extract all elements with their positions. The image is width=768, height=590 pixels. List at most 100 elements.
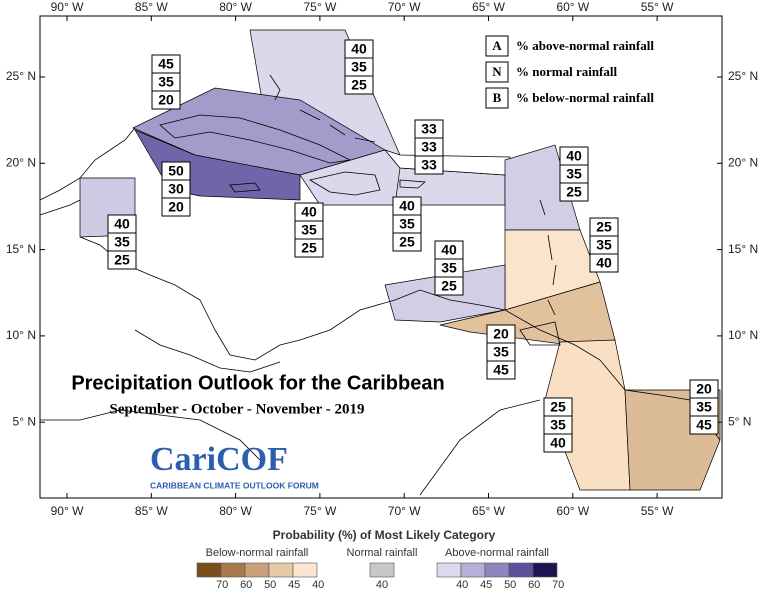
probability-label: 40 [399, 198, 415, 214]
label-box [414, 155, 444, 175]
colorbar-swatch [484, 562, 510, 578]
colorbar-swatch [244, 562, 270, 578]
label-box [486, 360, 516, 380]
probability-label: 35 [566, 166, 582, 182]
probability-label: 25 [114, 252, 130, 268]
probability-label: 35 [596, 237, 612, 253]
coastline [39, 127, 721, 441]
probability-label: 35 [493, 344, 509, 360]
probability-label: 25 [399, 234, 415, 250]
lon-label-bottom: 65° W [472, 504, 505, 518]
probability-label: 33 [421, 157, 437, 173]
probability-label: 45 [696, 417, 712, 433]
probability-label: 20 [168, 199, 184, 215]
colorbar-label: 60 [240, 579, 252, 590]
colorbar-group-name: Below-normal rainfall [206, 547, 309, 559]
key-letter-box [485, 35, 509, 57]
probability-label: 20 [493, 326, 509, 342]
probability-label: 40 [596, 255, 612, 271]
colorbar-label: 50 [504, 579, 516, 590]
key-box: A % above-normal rainfall N % normal rainfa… [478, 30, 700, 112]
probability-label: 45 [158, 56, 174, 72]
lat-label-right: 15° N [728, 242, 758, 256]
colorbar-label: 45 [288, 579, 300, 590]
coastlines [39, 74, 721, 496]
lat-label-left: 15° N [6, 242, 36, 256]
key-text: % normal rainfall [516, 64, 617, 79]
probability-label: 35 [441, 260, 457, 276]
lon-label-top: 80° W [219, 0, 252, 14]
lon-label-bottom: 60° W [556, 504, 589, 518]
key-background [478, 30, 700, 112]
lat-label-left: 25° N [6, 69, 36, 83]
lat-label-right: 5° N [728, 414, 751, 428]
colorbar-swatch [220, 562, 246, 578]
probability-label: 35 [351, 59, 367, 75]
lat-label-left: 10° N [6, 328, 36, 342]
probability-label: 25 [596, 219, 612, 235]
colorbar-title: Probability (%) of Most Likely Category [273, 528, 496, 542]
colorbar-label: 45 [480, 579, 492, 590]
south-america-inland [40, 399, 541, 496]
islands [229, 171, 426, 196]
label-box [161, 197, 191, 217]
lon-label-top: 60° W [556, 0, 589, 14]
key-text: % below-normal rainfall [516, 90, 654, 105]
label-box [344, 75, 374, 95]
colorbar-swatch [268, 562, 294, 578]
lon-label-top: 90° W [51, 0, 84, 14]
colorbar-swatch [460, 562, 486, 578]
lon-label-top: 75° W [303, 0, 336, 14]
colorbar-label: 40 [312, 579, 324, 590]
colorbar: Below-normal rainfall 70 60 50 45 40 Normal ra… [196, 547, 564, 590]
probability-label: 40 [441, 242, 457, 258]
key-letter-box [485, 87, 509, 109]
probability-label: 20 [158, 92, 174, 108]
lon-label-bottom: 70° W [388, 504, 421, 518]
colorbar-swatch [369, 562, 395, 578]
probability-label: 40 [301, 204, 317, 220]
colorbar-swatch [196, 562, 222, 578]
probability-label: 35 [301, 222, 317, 238]
label-box [434, 276, 464, 296]
probability-label: 35 [696, 399, 712, 415]
label-box [689, 415, 719, 435]
lon-label-bottom: 55° W [641, 504, 674, 518]
colorbar-swatch [436, 562, 462, 578]
label-box [589, 253, 619, 273]
lat-label-right: 20° N [728, 155, 758, 169]
lat-label-right: 10° N [728, 328, 758, 342]
lon-label-top: 65° W [472, 0, 505, 14]
lon-label-top: 55° W [641, 0, 674, 14]
label-box [559, 182, 589, 202]
probability-label: 40 [566, 148, 582, 164]
probability-label: 30 [168, 181, 184, 197]
lat-label-left: 5° N [13, 414, 36, 428]
key-letter: N [492, 64, 502, 79]
label-box [294, 238, 324, 258]
probability-label: 35 [158, 74, 174, 90]
lon-label-top: 70° W [388, 0, 421, 14]
colorbar-swatch [532, 562, 558, 578]
lon-label-top: 85° W [135, 0, 168, 14]
label-box [107, 250, 137, 270]
probability-label: 33 [421, 139, 437, 155]
probability-label: 25 [441, 278, 457, 294]
key-letter-box [485, 61, 509, 83]
logo-tagline: CARIBBEAN CLIMATE OUTLOOK FORUM [150, 480, 319, 490]
bahamas [269, 74, 376, 143]
colorbar-label: 40 [456, 579, 468, 590]
lesser-antilles [539, 199, 557, 316]
probability-label: 40 [114, 216, 130, 232]
lon-label-bottom: 75° W [303, 504, 336, 518]
probability-label: 40 [550, 435, 566, 451]
map-title: Precipitation Outlook for the Caribbean [71, 372, 444, 394]
probability-label: 25 [566, 184, 582, 200]
colorbar-label: 70 [216, 579, 228, 590]
map-subtitle: September - October - November - 2019 [110, 401, 365, 417]
probability-label: 45 [493, 362, 509, 378]
probability-label: 25 [301, 240, 317, 256]
colorbar-label: 70 [552, 579, 564, 590]
probability-label: 35 [550, 417, 566, 433]
